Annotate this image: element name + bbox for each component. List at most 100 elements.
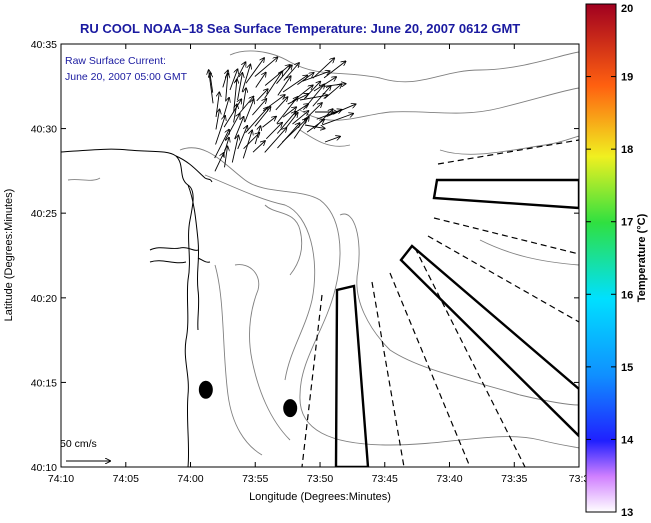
current-vector [303, 82, 320, 99]
x-tick-label: 74:10 [48, 473, 74, 485]
current-vector [299, 95, 328, 101]
current-vector [215, 116, 226, 145]
current-vector [287, 94, 309, 105]
current-vector [254, 126, 260, 145]
current-vector [243, 133, 260, 150]
current-vector [222, 70, 228, 88]
colorbar-tick-label: 20 [621, 3, 633, 15]
colorbar-ticks: 13 14 15 16 17 18 19 20 [586, 3, 634, 519]
y-ticks: 40:10 40:15 40:20 40:25 40:30 40:35 [31, 39, 579, 474]
current-vector [324, 137, 340, 143]
y-tick-label: 40:25 [31, 208, 57, 220]
current-vector [294, 104, 308, 114]
y-tick-label: 40:35 [31, 39, 57, 51]
current-annotation-line1: Raw Surface Current: [65, 55, 166, 67]
current-vector [312, 58, 334, 79]
colorbar-tick-label: 15 [621, 362, 633, 374]
current-vector [322, 114, 354, 126]
current-vector [222, 98, 229, 118]
current-vector [209, 70, 214, 104]
current-vector [233, 79, 237, 113]
colorbar-tick-label: 13 [621, 507, 633, 518]
current-vector [242, 88, 246, 109]
x-tick-label: 74:00 [177, 473, 203, 485]
current-vector [265, 123, 282, 140]
current-vector [285, 113, 298, 129]
current-vector [277, 123, 299, 149]
current-vector [293, 117, 309, 139]
y-tick-label: 40:10 [31, 462, 57, 474]
current-vector [256, 89, 268, 102]
colorbar-tick-label: 17 [621, 217, 633, 229]
current-vector [254, 107, 271, 127]
current-vector [262, 95, 285, 112]
mooring-2-marker [283, 399, 298, 418]
colorbar-tick-label: 18 [621, 144, 633, 156]
current-vector [234, 62, 245, 83]
colorbar-tick-label: 16 [621, 289, 633, 301]
current-vector [252, 99, 266, 116]
coastline [61, 148, 213, 467]
map-layer [61, 50, 579, 467]
current-vector [292, 111, 309, 125]
current-vector [224, 114, 239, 141]
x-ticks: 74:10 74:05 74:00 73:55 73:50 73:45 73:40 73:35… [48, 44, 590, 485]
current-vectors [209, 57, 356, 172]
current-vector [237, 97, 253, 116]
mooring-markers [198, 380, 298, 418]
x-tick-label: 73:45 [372, 473, 398, 485]
x-tick-label: 73:50 [307, 473, 333, 485]
current-vector [276, 112, 295, 134]
current-annotation-line2: June 20, 2007 05:00 GMT [65, 71, 188, 83]
current-vector [302, 71, 330, 82]
current-vector [313, 109, 333, 130]
current-vector [316, 110, 342, 120]
current-vector [282, 75, 307, 93]
current-vector [226, 74, 228, 102]
current-vector [276, 65, 292, 84]
y-tick-label: 40:15 [31, 377, 57, 389]
current-vector [323, 61, 345, 79]
bathymetry-contours [67, 50, 579, 456]
current-vector [224, 146, 228, 168]
current-vector [264, 128, 287, 153]
current-vector [222, 138, 229, 158]
current-vector [252, 141, 265, 153]
current-vector [210, 73, 213, 93]
current-vector [223, 99, 241, 128]
current-vector [323, 84, 345, 87]
current-vector [313, 77, 336, 92]
x-tick-label: 73:55 [242, 473, 268, 485]
radar-sectors [334, 178, 579, 467]
chart-title: RU COOL NOAA–18 Sea Surface Temperature:… [80, 21, 520, 36]
current-vector [241, 65, 250, 93]
x-tick-label: 73:35 [501, 473, 527, 485]
current-vector [231, 136, 238, 163]
current-vector [303, 84, 324, 111]
colorbar: 13 14 15 16 17 18 19 20 Temperature (°C) [585, 3, 648, 519]
current-vector [264, 71, 283, 99]
x-tick-label: 73:40 [436, 473, 462, 485]
current-vector [237, 126, 248, 150]
current-vector [215, 92, 219, 118]
current-vector [304, 124, 325, 128]
current-vector [275, 97, 288, 111]
current-vector [255, 73, 266, 88]
x-tick-label: 73:3 [569, 473, 590, 485]
current-vector [303, 103, 322, 121]
current-vector [244, 99, 254, 123]
mooring-1-marker [198, 380, 213, 399]
current-vector [283, 63, 299, 81]
current-vector [237, 73, 243, 101]
current-vector [264, 65, 290, 86]
plot-area: Raw Surface Current: June 20, 2007 05:00… [31, 39, 590, 485]
current-vector [215, 110, 220, 130]
colorbar-label: Temperature (°C) [636, 213, 648, 302]
y-tick-label: 40:20 [31, 293, 57, 305]
current-vector [233, 104, 237, 123]
x-tick-label: 74:05 [113, 473, 139, 485]
radar-transects [301, 139, 579, 467]
current-vector [326, 104, 356, 117]
current-vector [292, 85, 312, 102]
current-vector [214, 130, 229, 159]
